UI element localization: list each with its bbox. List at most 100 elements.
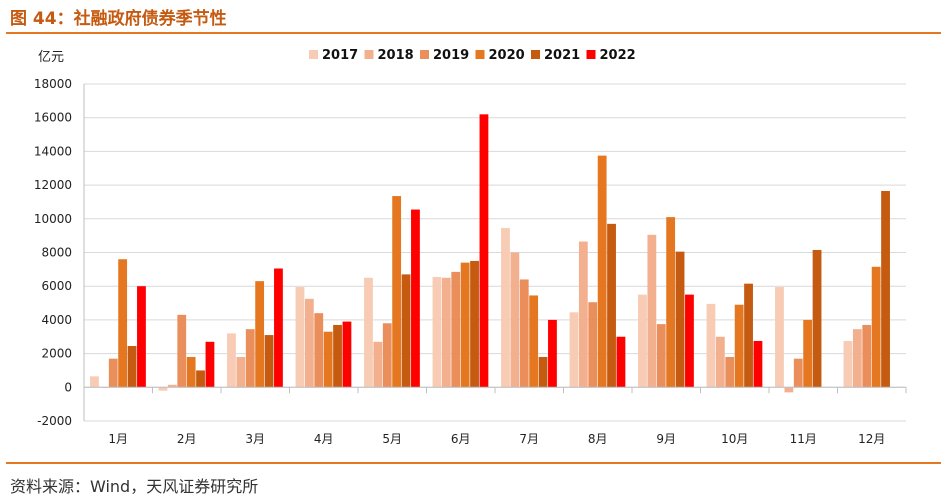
bar-2018-5 xyxy=(373,341,383,388)
y-tick-label: 8000 xyxy=(41,246,72,260)
bar-2017-11 xyxy=(775,287,784,388)
bar-2017-5 xyxy=(364,277,373,388)
x-tick-label: 9月 xyxy=(656,432,676,446)
bar-2018-3 xyxy=(236,356,246,388)
bar-2019-12 xyxy=(862,324,872,388)
bar-2021-1 xyxy=(127,346,137,388)
y-tick-label: 16000 xyxy=(34,111,72,125)
y-tick-label: 18000 xyxy=(34,77,72,91)
bar-2017-2 xyxy=(158,387,168,391)
bars xyxy=(90,114,890,393)
bar-2018-12 xyxy=(852,329,862,388)
bar-2017-12 xyxy=(843,340,853,388)
legend-swatch-2021 xyxy=(531,50,540,59)
bar-2020-10 xyxy=(734,304,744,388)
legend-label-2020: 2020 xyxy=(489,48,525,63)
bar-2017-9 xyxy=(638,294,647,388)
bar-2022-8 xyxy=(616,336,626,388)
bar-2021-9 xyxy=(675,251,685,388)
legend-label-2019: 2019 xyxy=(433,48,469,63)
legend-label-2021: 2021 xyxy=(544,48,580,63)
y-tick-label: -2000 xyxy=(37,414,72,428)
legend-label-2022: 2022 xyxy=(600,48,636,63)
bar-2018-7 xyxy=(510,252,520,388)
y-tick-label: 10000 xyxy=(34,212,72,226)
gridlines xyxy=(83,83,906,422)
legend-swatch-2019 xyxy=(420,50,429,59)
bar-2019-11 xyxy=(793,358,803,388)
bar-2018-4 xyxy=(304,298,314,388)
bar-2018-10 xyxy=(715,336,725,388)
bar-2021-11 xyxy=(812,249,822,388)
y-tick-label: 2000 xyxy=(41,347,72,361)
bar-2017-8 xyxy=(569,312,579,388)
bar-2021-6 xyxy=(470,260,479,388)
bar-2021-5 xyxy=(401,274,411,388)
x-tick-label: 7月 xyxy=(519,432,539,446)
bar-2018-9 xyxy=(647,234,657,388)
figure-title: 图 44：社融政府债券季节性 xyxy=(10,9,227,29)
bar-2017-1 xyxy=(90,376,99,388)
y-tick-label: 14000 xyxy=(34,144,72,158)
bar-2018-6 xyxy=(441,277,451,388)
legend-label-2017: 2017 xyxy=(322,48,358,63)
bar-2019-3 xyxy=(245,329,255,388)
y-axis-unit: 亿元 xyxy=(38,50,64,65)
y-tick-label: 12000 xyxy=(34,178,72,192)
x-tick-label: 11月 xyxy=(790,432,817,446)
y-axis-ticks: -2000 0 2000 4000 6000 8000 10000 12000 14000 160… xyxy=(34,77,72,428)
bar-2018-2 xyxy=(167,384,177,388)
bar-2020-4 xyxy=(323,331,333,388)
bar-2021-10 xyxy=(744,283,753,388)
legend-swatch-2018 xyxy=(364,50,374,59)
y-tick-label: 0 xyxy=(64,380,72,394)
bar-2019-2 xyxy=(177,314,187,388)
bar-2022-6 xyxy=(479,114,489,388)
bar-2022-9 xyxy=(685,294,694,388)
bar-2017-6 xyxy=(432,276,442,388)
bar-2017-10 xyxy=(706,303,716,388)
top-rule xyxy=(6,32,941,34)
x-tick-label: 10月 xyxy=(721,432,748,446)
bar-2019-1 xyxy=(108,358,118,388)
legend-swatch-2022 xyxy=(586,50,596,59)
x-tick-label: 4月 xyxy=(314,432,334,446)
bar-2021-7 xyxy=(538,356,548,388)
x-tick-label: 1月 xyxy=(108,432,128,446)
x-tick-label: 3月 xyxy=(245,432,265,446)
bar-2021-2 xyxy=(196,370,205,388)
legend-swatch-2017 xyxy=(309,50,318,59)
x-axis: 1月 2月 3月 4月 5月 6月 7月 8月 9月 10月 11月 12月 xyxy=(83,386,907,446)
x-tick-label: 6月 xyxy=(451,432,471,446)
legend: 2017 2018 2019 2020 2021 2022 xyxy=(309,48,636,63)
bar-2022-2 xyxy=(205,341,215,388)
bar-2020-9 xyxy=(666,217,676,388)
bar-2017-3 xyxy=(227,333,236,388)
x-tick-label: 5月 xyxy=(382,432,402,446)
bar-2020-7 xyxy=(529,295,539,388)
x-tick-label: 2月 xyxy=(177,432,197,446)
bar-2020-11 xyxy=(803,319,813,388)
bar-2020-6 xyxy=(460,262,470,388)
bar-2019-5 xyxy=(382,323,392,388)
bar-2022-1 xyxy=(137,286,146,388)
x-tick-label: 12月 xyxy=(858,432,885,446)
bar-2019-6 xyxy=(451,271,461,388)
x-tick-label: 8月 xyxy=(588,432,608,446)
bar-2022-5 xyxy=(411,209,420,388)
bar-2021-3 xyxy=(264,335,274,388)
bar-2021-8 xyxy=(607,223,616,388)
y-tick-label: 4000 xyxy=(41,313,72,327)
legend-label-2018: 2018 xyxy=(378,48,414,63)
bar-2017-4 xyxy=(295,287,305,388)
bar-2018-8 xyxy=(578,241,588,388)
bar-2022-4 xyxy=(342,321,352,388)
bar-2021-12 xyxy=(881,190,890,388)
y-tick-label: 6000 xyxy=(41,279,72,293)
bar-2017-7 xyxy=(501,228,510,388)
bar-2019-10 xyxy=(725,356,735,388)
bar-2020-3 xyxy=(255,281,265,388)
bar-2020-2 xyxy=(186,356,196,388)
bar-2021-4 xyxy=(333,324,342,388)
